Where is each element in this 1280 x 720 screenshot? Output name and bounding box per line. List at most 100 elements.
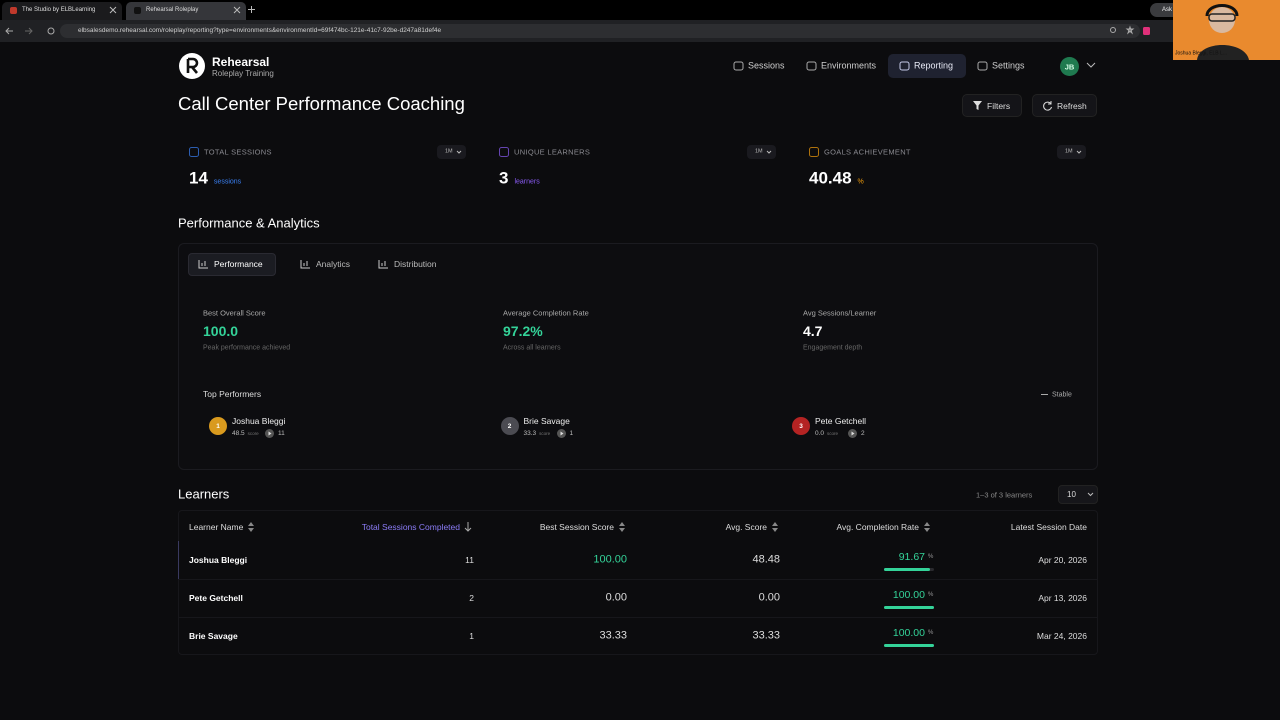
webcam-person <box>1197 4 1249 60</box>
performer-score: 33.3 <box>523 429 537 437</box>
tab-title: The Studio by ELBLearning <box>22 7 96 13</box>
stat-unit: learners <box>514 178 540 186</box>
performer-score: 48.5 <box>232 429 245 437</box>
stat-value: 3 <box>499 168 509 188</box>
stat-icon <box>809 147 819 157</box>
avatar-chevron <box>1086 62 1096 68</box>
period-chevron <box>766 150 772 154</box>
performer-sessions: 11 <box>278 429 285 437</box>
nav-link[interactable]: Settings <box>992 60 1025 71</box>
period-label: 1M <box>445 148 453 155</box>
metric-label: Best Overall Score <box>203 308 266 318</box>
stat-value: 14 <box>189 168 208 188</box>
stat-icon <box>499 147 509 157</box>
completion-unit: % <box>928 630 934 636</box>
performer-score-label: score <box>539 430 551 436</box>
nav-link[interactable]: Environments <box>821 60 877 71</box>
table-row[interactable] <box>179 579 1097 617</box>
metric-caption: Across all learners <box>503 344 561 352</box>
metric-value: 4.7 <box>803 323 823 339</box>
latest-date: Apr 13, 2026 <box>1038 592 1087 603</box>
metric-caption: Peak performance achieved <box>203 344 291 352</box>
period-label: 1M <box>1065 148 1073 155</box>
button-icon <box>1043 101 1052 111</box>
trend-icon <box>1041 394 1048 395</box>
column-header[interactable]: Total Sessions Completed <box>361 521 460 532</box>
nav-link[interactable]: Sessions <box>748 60 785 71</box>
trend-label: Stable <box>1052 391 1072 399</box>
webcam-caption: Joshua Bleggi, ELB L... <box>1175 50 1227 57</box>
rank-badge <box>500 417 519 435</box>
select-chevron <box>1087 492 1094 497</box>
row-hover-indicator <box>178 541 179 579</box>
tab-title: Rehearsal Roleplay <box>146 7 199 13</box>
rank: 2 <box>507 422 512 430</box>
period-select[interactable] <box>747 145 776 159</box>
sessions-completed: 11 <box>465 554 474 565</box>
performer-score-label: score <box>827 430 839 436</box>
metric-value: 97.2% <box>503 323 543 339</box>
tab-favicon <box>10 7 17 14</box>
extension-label: Ask <box>1162 7 1173 13</box>
column-header[interactable]: Avg. Completion Rate <box>836 521 919 532</box>
metric-label: Avg Sessions/Learner <box>803 308 877 318</box>
completion-unit: % <box>928 592 934 598</box>
table-row[interactable] <box>179 541 1097 579</box>
sessions-icon <box>556 429 566 438</box>
nav-icon <box>806 61 817 71</box>
period-select[interactable] <box>437 145 466 159</box>
brand-name: Rehearsal <box>212 55 270 69</box>
row-divider <box>179 579 1097 580</box>
column-header[interactable]: Avg. Score <box>725 521 767 532</box>
performer-name: Brie Savage <box>523 415 570 426</box>
performer-name: Joshua Bleggi <box>232 415 286 426</box>
header-button[interactable] <box>962 94 1022 117</box>
avg-score: 48.48 <box>752 553 780 566</box>
tab-strip <box>0 0 1280 20</box>
header-button-label[interactable]: Refresh <box>1057 100 1087 111</box>
latest-date: Apr 20, 2026 <box>1038 554 1087 565</box>
completion-bar <box>884 568 930 571</box>
stat-unit: sessions <box>213 178 242 186</box>
stat-unit: % <box>857 178 864 186</box>
nav-link[interactable]: Reporting <box>914 60 954 71</box>
rank-badge <box>792 417 810 435</box>
metric-caption: Engagement depth <box>803 344 863 352</box>
browser-tab[interactable] <box>126 2 246 20</box>
page-size: 10 <box>1067 490 1076 499</box>
rank-badge <box>209 417 227 435</box>
completion-bar <box>884 606 934 609</box>
browser-tab[interactable] <box>2 2 122 20</box>
section-title: Learners <box>178 486 230 502</box>
column-header[interactable]: Best Session Score <box>539 521 614 532</box>
best-score: 100.00 <box>593 553 627 566</box>
period-select[interactable] <box>1057 145 1086 159</box>
stat-label: GOALS ACHIEVEMENT <box>824 147 911 157</box>
best-score: 33.33 <box>599 629 627 642</box>
nav-active-bg <box>888 54 966 78</box>
row-divider <box>179 617 1097 618</box>
url: elbsalesdemo.rehearsal.com/roleplay/repo… <box>78 26 442 34</box>
section-title: Performance & Analytics <box>178 215 320 231</box>
tab-icon <box>300 260 310 269</box>
header-button[interactable] <box>1032 94 1097 117</box>
nav-icon <box>899 61 910 71</box>
completion-rate: 91.67 <box>898 550 925 563</box>
browser-icons <box>1110 25 1150 35</box>
avatar[interactable] <box>1060 57 1079 76</box>
analytics-tab[interactable]: Distribution <box>394 258 437 269</box>
table-row[interactable] <box>179 617 1097 655</box>
brand-logo <box>179 53 205 79</box>
analytics-tab[interactable]: Analytics <box>316 258 351 269</box>
tab-icon <box>198 260 208 269</box>
tab-favicon <box>134 7 141 14</box>
page-size-select[interactable] <box>1058 485 1098 504</box>
completion-rate: 100.00 <box>892 626 925 639</box>
avatar-initials: JB <box>1064 61 1075 71</box>
nav-buttons <box>5 27 55 35</box>
header-button-label[interactable]: Filters <box>987 100 1011 111</box>
period-label: 1M <box>755 148 763 155</box>
analytics-tab[interactable]: Performance <box>214 258 263 269</box>
column-header[interactable]: Learner Name <box>189 521 244 532</box>
